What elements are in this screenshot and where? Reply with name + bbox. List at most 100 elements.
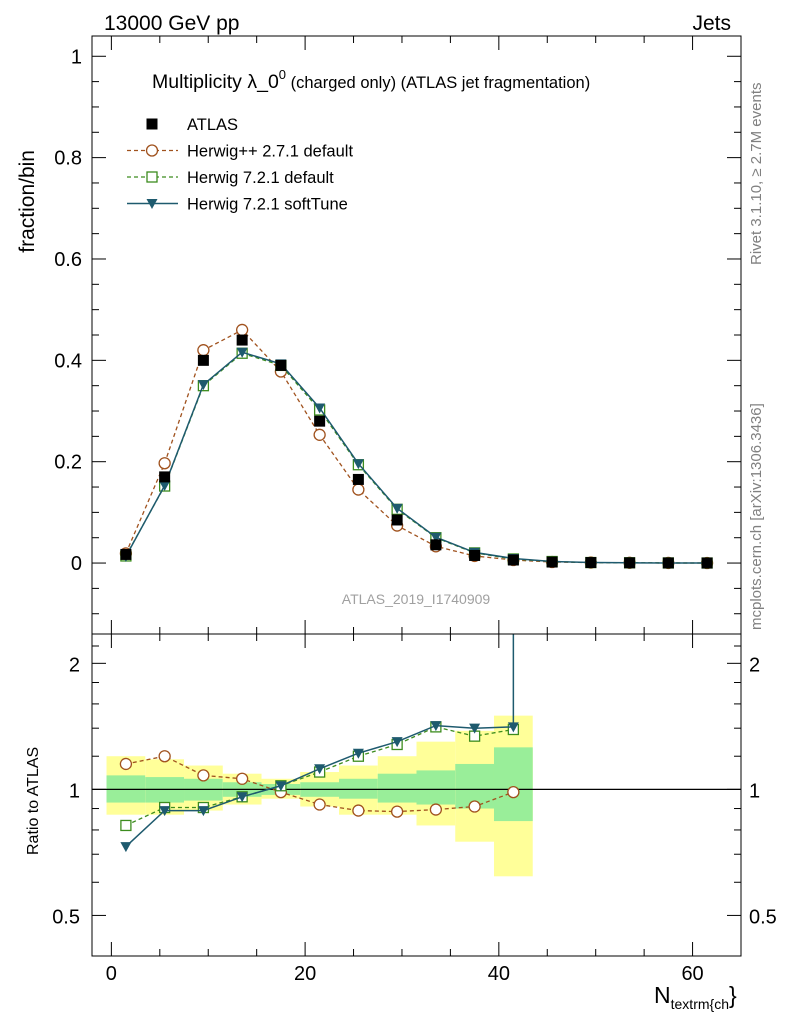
ratio-point-herwig-7-2-1-softtune xyxy=(197,806,209,817)
point-atlas xyxy=(391,514,403,526)
point-herwig-7-2-1-softtune xyxy=(236,347,248,358)
ratio-uncertainty-bands xyxy=(92,715,741,877)
point-herwig-7-2-1-softtune xyxy=(430,532,442,543)
chart-title-main: Multiplicity λ_0 xyxy=(152,71,279,93)
ratio-point-herwig-2-7-1-default xyxy=(429,803,443,816)
ratio-point-herwig-7-2-1-softtune xyxy=(159,806,171,817)
ratio-point-herwig-7-2-1-softtune xyxy=(314,764,326,775)
ratio-point-herwig-7-2-1-softtune xyxy=(507,722,519,733)
band-inner xyxy=(339,778,378,799)
ratio-xlabel: Ntextrm{ch} xyxy=(654,982,737,1012)
legend: ATLAS Herwig++ 2.7.1 default Herwig 7.2.1 … xyxy=(127,116,353,214)
series-line-herwig-7-2-1-softtune xyxy=(125,351,708,564)
point-atlas xyxy=(662,557,674,569)
ratio-ylabel: Ratio to ATLAS xyxy=(25,747,42,855)
analysis-watermark: ATLAS_2019_I1740909 xyxy=(342,591,491,607)
point-atlas xyxy=(314,415,326,427)
chart-title-rest: (charged only) (ATLAS jet fragmentation) xyxy=(286,74,590,92)
legend-label-herwig-2-7-1-default: Herwig++ 2.7.1 default xyxy=(187,143,353,161)
series-line-herwig-7-2-1-default xyxy=(125,352,708,564)
point-atlas xyxy=(624,557,636,569)
ratio-ytick-label-left: 0.5 xyxy=(52,906,80,928)
point-herwig-2-7-1-default xyxy=(197,344,210,357)
xlabel-main: N xyxy=(654,982,671,1008)
ratio-axis-ticks: 0.5 0.51 12 20 20 40 60 xyxy=(52,634,777,985)
ratio-point-herwig-7-2-1-softtune xyxy=(430,721,442,732)
main-ytick-label: 0.8 xyxy=(54,148,82,170)
point-atlas xyxy=(275,359,287,371)
main-ytick-label: 1 xyxy=(71,46,82,68)
ratio-point-herwig-7-2-1-softtune xyxy=(120,842,132,853)
point-atlas xyxy=(585,557,597,569)
point-herwig-2-7-1-default xyxy=(352,483,365,496)
ratio-point-herwig-7-2-1-softtune xyxy=(275,781,287,792)
ratio-ytick-label-right: 0.5 xyxy=(749,906,777,928)
ratio-point-herwig-2-7-1-default xyxy=(390,805,404,818)
main-series-group xyxy=(119,323,714,570)
legend-marker-herwig-7-2-1-default xyxy=(146,171,158,183)
ratio-point-herwig-7-2-1-softtune xyxy=(236,792,248,803)
point-atlas xyxy=(159,471,171,483)
ratio-series-group xyxy=(119,634,520,853)
ratio-point-herwig-2-7-1-default xyxy=(119,757,133,771)
ratio-ytick-label-left: 1 xyxy=(69,780,80,802)
legend-marker-herwig-2-7-1-default xyxy=(145,144,159,157)
main-ytick-label: 0.6 xyxy=(54,249,82,271)
point-herwig-7-2-1-softtune xyxy=(314,403,326,414)
main-axis-ticks: 0 0.2 0.4 0.6 0.8 1 xyxy=(54,36,741,634)
point-atlas xyxy=(701,557,713,569)
point-atlas xyxy=(507,554,519,566)
ratio-point-herwig-2-7-1-default xyxy=(235,772,249,785)
band-inner xyxy=(377,773,417,803)
chart-title-sup: 0 xyxy=(279,67,286,82)
point-herwig-7-2-1-softtune xyxy=(197,380,209,391)
legend-marker-atlas xyxy=(146,118,158,130)
ratio-point-herwig-7-2-1-softtune xyxy=(469,723,481,734)
point-atlas xyxy=(430,539,442,551)
point-atlas xyxy=(469,549,481,561)
series-line-herwig-2-7-1-default xyxy=(125,329,708,564)
main-ytick-label: 0 xyxy=(71,553,82,575)
legend-marker-herwig-7-2-1-softtune xyxy=(146,199,158,209)
point-herwig-2-7-1-default xyxy=(313,428,326,441)
rivet-version-label: Rivet 3.1.10, ≥ 2.7M events xyxy=(748,83,765,266)
legend-label-herwig-7-2-1-softtune: Herwig 7.2.1 softTune xyxy=(187,196,348,214)
ratio-point-herwig-7-2-1-softtune xyxy=(352,748,364,759)
legend-label-atlas: ATLAS xyxy=(187,116,238,134)
point-atlas xyxy=(352,473,364,485)
ratio-xtick-label: 0 xyxy=(106,963,117,985)
legend-label-herwig-7-2-1-default: Herwig 7.2.1 default xyxy=(187,169,334,187)
xlabel-end: } xyxy=(729,982,737,1008)
ratio-point-herwig-2-7-1-default xyxy=(507,785,520,799)
point-herwig-2-7-1-default xyxy=(158,457,171,470)
band-inner xyxy=(493,747,533,822)
point-herwig-2-7-1-default xyxy=(235,323,249,337)
point-herwig-7-2-1-softtune xyxy=(352,459,364,470)
point-atlas xyxy=(236,334,248,346)
mcplots-label: mcplots.cern.ch [arXiv:1306.3436] xyxy=(748,403,765,630)
ratio-ytick-label-left: 2 xyxy=(69,654,80,676)
point-atlas xyxy=(197,354,209,366)
ratio-xtick-label: 60 xyxy=(681,963,703,985)
band-inner xyxy=(416,770,456,805)
ratio-point-herwig-2-7-1-default xyxy=(468,800,481,813)
ratio-point-herwig-2-7-1-default xyxy=(352,804,365,817)
header-jets-label: Jets xyxy=(692,12,731,35)
ratio-xtick-label: 40 xyxy=(488,963,510,985)
xlabel-sub: textrm{ch xyxy=(671,996,729,1012)
ratio-ytick-label-right: 1 xyxy=(749,780,760,802)
chart-title: Multiplicity λ_00 (charged only) (ATLAS … xyxy=(152,67,590,93)
ratio-point-herwig-2-7-1-default xyxy=(313,798,326,811)
point-atlas xyxy=(546,556,558,568)
ratio-point-herwig-7-2-1-default xyxy=(120,819,132,832)
main-ylabel: fraction/bin xyxy=(16,150,39,253)
ratio-point-herwig-2-7-1-default xyxy=(158,750,171,763)
main-ytick-label: 0.2 xyxy=(54,452,82,474)
point-atlas xyxy=(120,548,132,560)
header-energy-label: 13000 GeV pp xyxy=(104,12,239,35)
ratio-xtick-label: 20 xyxy=(294,963,316,985)
point-herwig-7-2-1-softtune xyxy=(159,481,171,492)
ratio-point-herwig-7-2-1-softtune xyxy=(391,737,403,748)
main-ytick-label: 0.4 xyxy=(54,350,82,372)
